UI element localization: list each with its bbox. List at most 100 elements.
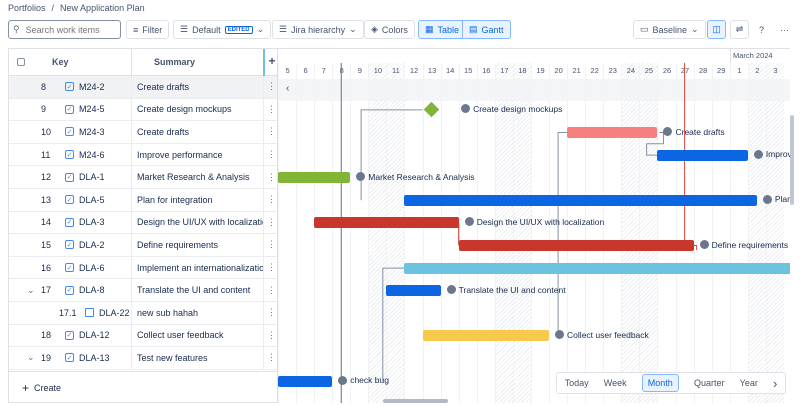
row-key[interactable]: DLA-6 xyxy=(79,262,105,273)
table-row[interactable]: 15 ✓ DLA-2 Define requirements ⋮ xyxy=(9,234,277,257)
create-button[interactable]: + Create xyxy=(9,371,277,402)
search-input[interactable]: ⚲ xyxy=(8,20,121,39)
zoom-quarter-button[interactable]: Quarter xyxy=(693,378,725,388)
row-menu-icon[interactable]: ⋮ xyxy=(263,166,277,188)
row-summary[interactable]: Plan for integration xyxy=(131,189,263,211)
colors-button[interactable]: ◈ Colors xyxy=(364,20,415,39)
row-menu-icon[interactable]: ⋮ xyxy=(263,98,277,121)
row-summary[interactable]: new sub hahah xyxy=(131,302,263,324)
row-key[interactable]: DLA-8 xyxy=(79,285,105,296)
dependency-line xyxy=(382,267,405,382)
row-summary[interactable]: Test new features xyxy=(131,347,263,369)
row-summary[interactable]: Create drafts xyxy=(131,76,263,98)
row-key[interactable]: DLA-13 xyxy=(79,352,110,363)
vertical-scrollbar[interactable] xyxy=(790,115,794,205)
horizontal-scrollbar[interactable] xyxy=(383,399,448,403)
row-menu-icon[interactable]: ⋮ xyxy=(263,121,277,143)
key-header[interactable]: Key xyxy=(52,57,69,67)
zoom-today-button[interactable]: Today xyxy=(564,378,589,388)
dependencies-toggle[interactable]: ◫ xyxy=(707,20,726,39)
more-button[interactable]: ··· xyxy=(775,20,794,39)
row-key[interactable]: DLA-12 xyxy=(79,330,110,341)
table-row[interactable]: ⌄ 17 ✓ DLA-8 Translate the UI and conten… xyxy=(9,279,277,302)
gantt-toggle[interactable]: ▤ Gantt xyxy=(462,20,511,39)
row-summary[interactable]: Implement an internationalizatio... xyxy=(131,256,263,279)
row-key[interactable]: DLA-1 xyxy=(79,172,105,183)
row-key[interactable]: M24-2 xyxy=(79,81,105,92)
row-summary[interactable]: Market Research & Analysis xyxy=(131,166,263,188)
gantt-bar[interactable] xyxy=(458,240,694,251)
row-menu-icon[interactable]: ⋮ xyxy=(263,76,277,98)
row-menu-icon[interactable]: ⋮ xyxy=(263,234,277,256)
summary-header[interactable]: Summary xyxy=(154,57,196,67)
table-row[interactable]: 18 ✓ DLA-12 Collect user feedback ⋮ xyxy=(9,324,277,348)
scroll-left-button[interactable]: ‹ xyxy=(278,79,790,101)
table-toggle[interactable]: ▦ Table xyxy=(418,20,467,39)
zoom-week-button[interactable]: Week xyxy=(603,378,627,388)
row-key[interactable]: DLA-5 xyxy=(79,194,105,205)
settings-button[interactable]: ⇌ xyxy=(730,20,749,39)
zoom-month-button[interactable]: Month xyxy=(641,374,679,392)
row-key[interactable]: M24-5 xyxy=(79,104,105,115)
row-menu-icon[interactable]: ⋮ xyxy=(263,347,277,369)
table-row[interactable]: 10 ✓ M24-3 Create drafts ⋮ xyxy=(9,121,277,144)
row-key[interactable]: M24-3 xyxy=(79,126,105,137)
table-row[interactable]: 14 ✓ DLA-3 Design the UI/UX with localiz… xyxy=(9,211,277,235)
gantt-bar[interactable] xyxy=(657,149,748,161)
gantt-bar[interactable] xyxy=(422,330,550,342)
day-column: 7 xyxy=(314,63,332,403)
table-row[interactable]: 16 ✓ DLA-6 Implement an internationaliza… xyxy=(9,256,277,280)
expand-chevron-icon[interactable]: ⌄ xyxy=(27,284,35,295)
view-settings-button[interactable]: ☰ Default EDITED ⌄ xyxy=(173,20,272,39)
expand-chevron-icon[interactable]: ⌄ xyxy=(27,352,35,363)
breadcrumb-plan[interactable]: New Application Plan xyxy=(60,3,145,13)
table-row[interactable]: 11 ✓ M24-6 Improve performance ⋮ xyxy=(9,143,277,167)
gantt-bar[interactable] xyxy=(404,194,757,206)
add-column-button[interactable]: + xyxy=(263,49,277,76)
table-row[interactable]: 9 ✓ M24-5 Create design mockups ⋮ xyxy=(9,98,277,122)
select-all-checkbox[interactable] xyxy=(17,58,25,66)
row-summary[interactable]: Improve performance xyxy=(131,143,263,166)
hierarchy-button[interactable]: ☰ Jira hierarchy ⌄ xyxy=(272,20,364,39)
zoom-next-button[interactable]: › xyxy=(773,375,778,391)
gantt-bar[interactable] xyxy=(386,285,441,297)
row-summary[interactable]: Collect user feedback xyxy=(131,324,263,347)
table-row[interactable]: 12 ✓ DLA-1 Market Research & Analysis ⋮ xyxy=(9,166,277,189)
breadcrumb-portfolios[interactable]: Portfolios xyxy=(8,3,46,13)
row-menu-icon[interactable]: ⋮ xyxy=(263,211,277,234)
gantt-bar[interactable] xyxy=(567,127,658,138)
row-menu-icon[interactable]: ⋮ xyxy=(263,279,277,301)
filter-button[interactable]: ≡ Filter xyxy=(126,20,170,39)
row-menu-icon[interactable]: ⋮ xyxy=(263,302,277,324)
row-summary[interactable]: Translate the UI and content xyxy=(131,279,263,301)
row-menu-icon[interactable]: ⋮ xyxy=(263,143,277,166)
row-key[interactable]: M24-6 xyxy=(79,149,105,160)
dependency-line xyxy=(360,109,423,201)
table-row[interactable]: 13 ✓ DLA-5 Plan for integration ⋮ xyxy=(9,189,277,212)
row-menu-icon[interactable]: ⋮ xyxy=(263,324,277,347)
row-menu-icon[interactable]: ⋮ xyxy=(263,189,277,211)
work-items-table: Key Summary + 8 ✓ M24-2 Create drafts ⋮ … xyxy=(8,48,278,403)
row-key[interactable]: DLA-3 xyxy=(79,217,105,228)
table-row[interactable]: 8 ✓ M24-2 Create drafts ⋮ xyxy=(9,76,277,99)
gantt-bar[interactable] xyxy=(278,375,333,387)
row-summary[interactable]: Create design mockups xyxy=(131,98,263,121)
search-field[interactable] xyxy=(23,23,114,36)
zoom-year-button[interactable]: Year xyxy=(739,378,758,388)
table-row[interactable]: ⌄ 19 ✓ DLA-13 Test new features ⋮ xyxy=(9,347,277,370)
row-summary[interactable]: Define requirements xyxy=(131,234,263,256)
row-summary[interactable]: Design the UI/UX with localizatio... xyxy=(131,211,263,234)
gantt-bar[interactable] xyxy=(314,217,459,229)
help-button[interactable]: ? xyxy=(752,20,771,39)
gantt-bar[interactable] xyxy=(404,262,790,274)
baseline-button[interactable]: ▭ Baseline ⌄ xyxy=(633,20,706,39)
row-key[interactable]: DLA-2 xyxy=(79,239,105,250)
row-menu-icon[interactable]: ⋮ xyxy=(263,256,277,279)
row-key[interactable]: DLA-22 xyxy=(99,307,130,318)
breadcrumb-separator: / xyxy=(51,3,55,13)
row-summary[interactable]: Create drafts xyxy=(131,121,263,143)
bar-label: Translate the UI and content xyxy=(446,285,566,295)
task-icon: ✓ xyxy=(65,263,74,273)
table-row[interactable]: 17.1 DLA-22 new sub hahah ⋮ xyxy=(9,302,277,325)
gantt-bar[interactable] xyxy=(278,172,351,184)
